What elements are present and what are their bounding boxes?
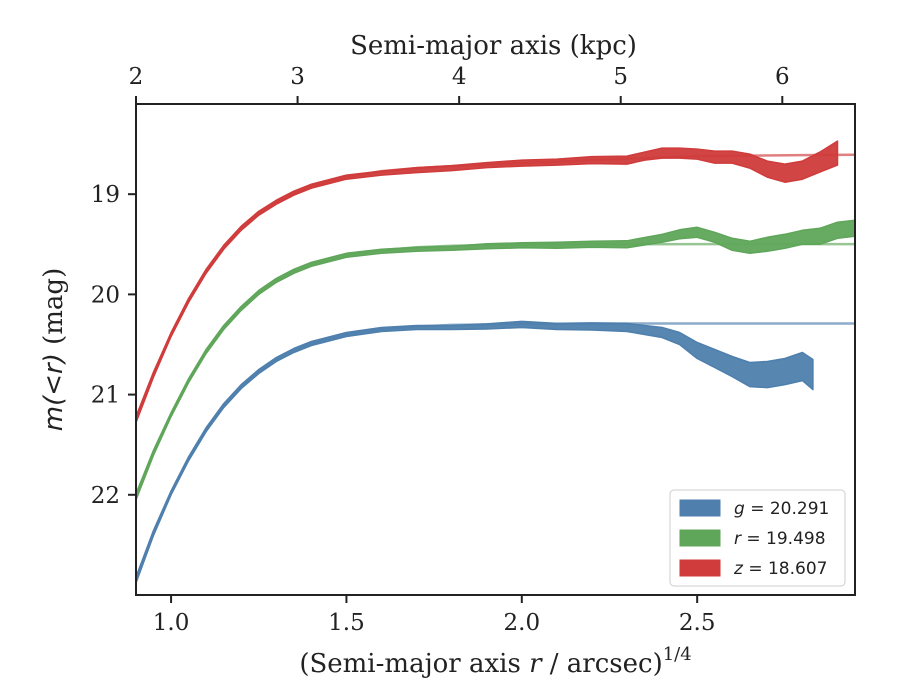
top-tick-label: 3 (290, 64, 305, 90)
legend: g = 20.291 r = 19.498 z = 18.607 (669, 489, 846, 587)
bands (136, 140, 855, 584)
y-axis-title: m(<r) (mag) (39, 268, 69, 431)
top-tick-label: 5 (613, 64, 628, 90)
y-tick-label: 19 (91, 182, 120, 208)
y-tick-label: 21 (91, 383, 120, 409)
legend-entry-z: z = 18.607 (733, 559, 827, 579)
legend-swatch-r (679, 529, 721, 547)
x-tick-label: 2.0 (504, 610, 541, 636)
legend-entry-g: g = 20.291 (734, 499, 829, 519)
x-tick-label: 2.5 (679, 610, 716, 636)
band-r (136, 219, 855, 501)
legend-swatch-g (679, 499, 721, 517)
top-tick-label: 4 (452, 64, 467, 90)
top-axis-title: Semi-major axis (kpc) (350, 31, 637, 61)
band-z (136, 140, 839, 424)
y-tick-label: 20 (91, 282, 120, 308)
ticks: 1.0 1.5 2.0 2.5 2 3 4 5 6 19 20 21 22 (91, 64, 790, 636)
top-tick-label: 2 (129, 64, 144, 90)
legend-swatch-z (679, 559, 721, 577)
x-axis-title: (Semi-major axis r / arcsec)1/4 (299, 644, 691, 679)
band-g (136, 320, 814, 584)
legend-entry-r: r = 19.498 (734, 529, 826, 549)
x-tick-label: 1.5 (328, 610, 365, 636)
x-tick-label: 1.0 (153, 610, 190, 636)
top-tick-label: 6 (775, 64, 790, 90)
plot-frame (135, 103, 856, 596)
y-tick-label: 22 (91, 483, 120, 509)
